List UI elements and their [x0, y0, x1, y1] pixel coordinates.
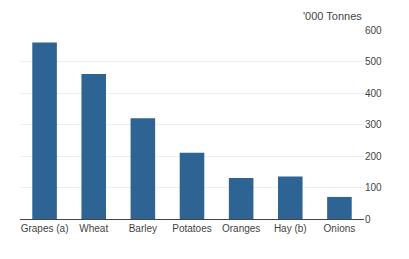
- svg-text:'000 Tonnes: '000 Tonnes: [303, 10, 362, 22]
- svg-text:Oranges: Oranges: [222, 223, 260, 234]
- svg-text:Hay (b): Hay (b): [274, 223, 307, 234]
- svg-text:Potatoes: Potatoes: [172, 223, 211, 234]
- svg-text:400: 400: [365, 88, 382, 99]
- svg-text:200: 200: [365, 151, 382, 162]
- svg-text:100: 100: [365, 182, 382, 193]
- svg-text:300: 300: [365, 119, 382, 130]
- svg-text:500: 500: [365, 56, 382, 67]
- svg-text:600: 600: [365, 25, 382, 36]
- svg-text:0: 0: [365, 214, 371, 225]
- svg-text:Wheat: Wheat: [79, 223, 108, 234]
- svg-text:Barley: Barley: [129, 223, 157, 234]
- svg-text:Onions: Onions: [324, 223, 356, 234]
- svg-text:Grapes (a): Grapes (a): [21, 223, 69, 234]
